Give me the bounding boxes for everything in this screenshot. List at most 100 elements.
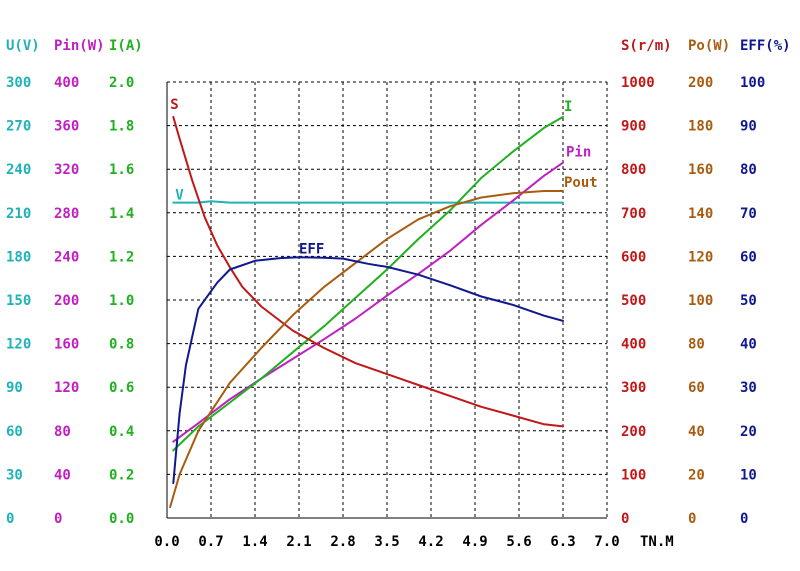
- x-tick-label: 5.6: [506, 534, 531, 550]
- axis-tick-i: 0.6: [109, 380, 134, 396]
- axis-tick-u: 240: [6, 162, 31, 178]
- axis-tick-u: 120: [6, 337, 31, 353]
- x-tick-label: 1.4: [242, 534, 267, 550]
- axis-tick-s: 700: [621, 206, 646, 222]
- series-label-i: I: [564, 99, 572, 115]
- series-line-pin: [172, 161, 564, 443]
- series-line-i: [172, 115, 564, 452]
- axis-tick-eff: 100: [740, 75, 765, 91]
- axis-tick-pin: 0: [54, 511, 62, 527]
- series-line-s: [172, 115, 564, 428]
- axis-header-eff: EFF(%): [740, 38, 791, 54]
- axis-header-s: S(r/m): [621, 38, 672, 54]
- series-label-pout: Pout: [564, 175, 598, 191]
- axis-tick-pin: 280: [54, 206, 79, 222]
- axis-tick-s: 500: [621, 293, 646, 309]
- axis-tick-pin: 160: [54, 337, 79, 353]
- axis-tick-s: 800: [621, 162, 646, 178]
- axis-tick-eff: 50: [740, 293, 757, 309]
- axis-tick-i: 0.2: [109, 467, 134, 483]
- series-label-eff: EFF: [299, 241, 324, 257]
- x-tick-label: 0.7: [198, 534, 223, 550]
- x-tick-label: 2.1: [286, 534, 311, 550]
- axis-header-pin: Pin(W): [54, 38, 105, 54]
- left-axes: U(V) 0 30 60 90 120 150 180 210 240 270 300 Pin(W) 0 4…: [6, 38, 143, 527]
- axis-tick-u: 300: [6, 75, 31, 91]
- axis-tick-po: 120: [688, 249, 713, 265]
- axis-tick-eff: 20: [740, 424, 757, 440]
- axis-tick-pin: 400: [54, 75, 79, 91]
- series-labels: V Pin I S Pout EFF: [170, 97, 597, 257]
- axis-tick-pin: 240: [54, 249, 79, 265]
- axis-tick-u: 270: [6, 119, 31, 135]
- axis-tick-u: 180: [6, 249, 31, 265]
- x-tick-label: 4.9: [462, 534, 487, 550]
- axis-tick-s: 900: [621, 119, 646, 135]
- axis-tick-s: 400: [621, 337, 646, 353]
- axis-tick-eff: 70: [740, 206, 757, 222]
- axis-tick-po: 200: [688, 75, 713, 91]
- axis-tick-s: 1000: [621, 75, 655, 91]
- axis-tick-s: 0: [621, 511, 629, 527]
- axis-tick-po: 100: [688, 293, 713, 309]
- right-axes: S(r/m)01002003004005006007008009001000Po…: [621, 38, 791, 527]
- series-label-v: V: [175, 188, 184, 204]
- series-line-v: [172, 200, 564, 204]
- axis-tick-i: 1.0: [109, 293, 134, 309]
- axis-tick-eff: 80: [740, 162, 757, 178]
- axis-tick-po: 0: [688, 511, 696, 527]
- series-line-pout: [169, 190, 564, 509]
- series-label-pin: Pin: [566, 145, 591, 161]
- axis-tick-po: 60: [688, 380, 705, 396]
- axis-header-i: I(A): [109, 38, 143, 54]
- axis-tick-u: 30: [6, 467, 23, 483]
- axis-tick-pin: 320: [54, 162, 79, 178]
- axis-tick-pin: 80: [54, 424, 71, 440]
- axis-tick-u: 210: [6, 206, 31, 222]
- axis-tick-i: 2.0: [109, 75, 134, 91]
- x-tick-label: 2.8: [330, 534, 355, 550]
- axis-tick-i: 1.8: [109, 119, 134, 135]
- axis-tick-s: 200: [621, 424, 646, 440]
- axis-header-u: U(V): [6, 38, 40, 54]
- axis-tick-eff: 40: [740, 337, 757, 353]
- axis-tick-pin: 200: [54, 293, 79, 309]
- axis-tick-i: 0.8: [109, 337, 134, 353]
- axis-tick-eff: 90: [740, 119, 757, 135]
- axis-tick-eff: 0: [740, 511, 748, 527]
- axis-tick-po: 40: [688, 424, 705, 440]
- x-tick-label: 7.0: [594, 534, 619, 550]
- axis-tick-po: 140: [688, 206, 713, 222]
- x-tick-label: 6.3: [550, 534, 575, 550]
- axis-tick-po: 160: [688, 162, 713, 178]
- x-unit-label: TN.M: [640, 534, 674, 550]
- axis-header-po: Po(W): [688, 38, 730, 54]
- axis-tick-i: 1.4: [109, 206, 134, 222]
- axis-tick-i: 1.2: [109, 249, 134, 265]
- axis-tick-pin: 120: [54, 380, 79, 396]
- x-axis: 0.0 0.7 1.4 2.1 2.8 3.5 4.2 4.9 5.6 6.3 7.0 TN.M: [154, 534, 673, 550]
- x-tick-label: 4.2: [418, 534, 443, 550]
- axis-tick-i: 0.0: [109, 511, 134, 527]
- axis-tick-eff: 10: [740, 467, 757, 483]
- axis-tick-pin: 360: [54, 119, 79, 135]
- x-tick-label: 3.5: [374, 534, 399, 550]
- axis-tick-pin: 40: [54, 467, 71, 483]
- axis-tick-i: 1.6: [109, 162, 134, 178]
- axis-tick-po: 20: [688, 467, 705, 483]
- series-label-s: S: [170, 97, 178, 113]
- axis-tick-s: 600: [621, 249, 646, 265]
- x-tick-label: 0.0: [154, 534, 179, 550]
- axis-tick-u: 90: [6, 380, 23, 396]
- axis-tick-po: 180: [688, 119, 713, 135]
- axis-tick-eff: 60: [740, 249, 757, 265]
- axis-tick-u: 0: [6, 511, 14, 527]
- axis-tick-eff: 30: [740, 380, 757, 396]
- axis-tick-s: 100: [621, 467, 646, 483]
- axis-tick-u: 60: [6, 424, 23, 440]
- axis-tick-po: 80: [688, 337, 705, 353]
- axis-tick-s: 300: [621, 380, 646, 396]
- series-line-eff: [172, 256, 564, 485]
- series-layer: [169, 115, 564, 509]
